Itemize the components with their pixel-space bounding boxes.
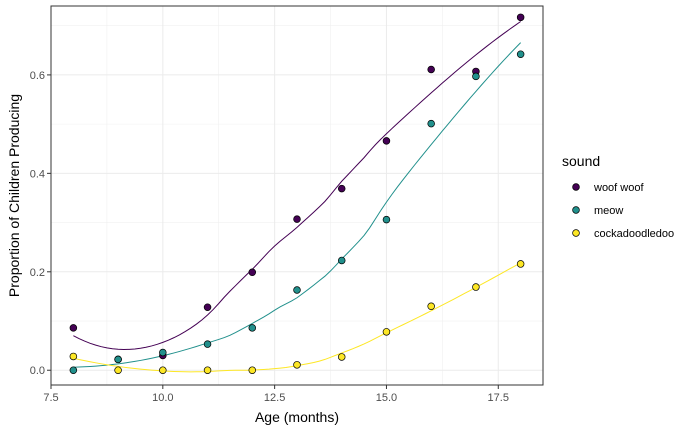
data-point-cockadoodledoo xyxy=(203,366,212,374)
panel-border xyxy=(50,5,544,386)
data-point-woof-woof xyxy=(382,137,391,145)
data-point-cockadoodledoo xyxy=(159,366,167,374)
data-point-cockadoodledoo xyxy=(516,260,525,268)
data-point-woof-woof xyxy=(203,303,212,311)
data-point-meow xyxy=(203,340,212,348)
trend-line-meow xyxy=(73,42,521,368)
legend-key-meow xyxy=(572,206,580,214)
data-point-meow xyxy=(382,215,391,224)
trend-line-cockadoodledoo xyxy=(73,262,521,373)
x-axis-title: Age (months) xyxy=(255,409,339,425)
data-point-woof-woof xyxy=(427,65,435,74)
legend-key-cockadoodledoo xyxy=(572,229,580,237)
data-point-cockadoodledoo xyxy=(382,328,391,336)
legend-key-woof-woof xyxy=(572,183,580,191)
data-point-meow xyxy=(472,72,480,81)
y-tick-label: 0.6 xyxy=(30,70,45,82)
y-tick-label: 0.0 xyxy=(30,365,45,377)
data-point-meow xyxy=(248,324,257,332)
y-axis-title: Proportion of Children Producing xyxy=(6,94,22,297)
data-point-cockadoodledoo xyxy=(69,352,78,361)
data-point-meow xyxy=(427,119,435,128)
data-point-meow xyxy=(69,366,78,374)
x-tick-label: 12.5 xyxy=(264,392,285,404)
legend-label-woof-woof: woof woof xyxy=(593,182,644,194)
grid-lines xyxy=(50,6,543,385)
data-point-cockadoodledoo xyxy=(427,302,435,310)
legend-label-meow: meow xyxy=(594,205,623,217)
data-point-cockadoodledoo xyxy=(114,366,122,374)
data-point-meow xyxy=(159,348,167,357)
data-point-woof-woof xyxy=(293,215,301,223)
x-tick-label: 7.5 xyxy=(43,392,58,404)
data-point-woof-woof xyxy=(516,13,525,22)
data-point-meow xyxy=(114,355,122,364)
y-tick-label: 0.2 xyxy=(30,267,45,279)
axis-ticks: 7.5 10.0 12.5 15.0 17.5 0.0 0.2 0.4 0.6 xyxy=(30,70,509,404)
x-tick-label: 10.0 xyxy=(152,392,173,404)
data-point-cockadoodledoo xyxy=(337,353,346,361)
data-point-cockadoodledoo xyxy=(248,366,257,374)
data-point-cockadoodledoo xyxy=(293,361,301,369)
data-points xyxy=(69,13,525,374)
data-point-meow xyxy=(516,50,525,58)
legend-title: sound xyxy=(562,153,600,169)
data-point-woof-woof xyxy=(337,184,346,193)
legend-label-cockadoodledoo: cockadoodledoo xyxy=(594,228,674,240)
data-point-woof-woof xyxy=(69,324,78,332)
trend-line-woof-woof xyxy=(73,21,521,350)
x-tick-label: 17.5 xyxy=(488,392,509,404)
data-point-meow xyxy=(293,286,301,294)
data-point-cockadoodledoo xyxy=(472,283,480,291)
data-point-woof-woof xyxy=(248,268,257,277)
legend: sound woof woof meow cockadoodledoo xyxy=(562,153,674,240)
x-tick-label: 15.0 xyxy=(376,392,397,404)
data-point-meow xyxy=(337,256,346,265)
smooth-curves xyxy=(73,21,521,373)
y-tick-label: 0.4 xyxy=(30,168,45,180)
